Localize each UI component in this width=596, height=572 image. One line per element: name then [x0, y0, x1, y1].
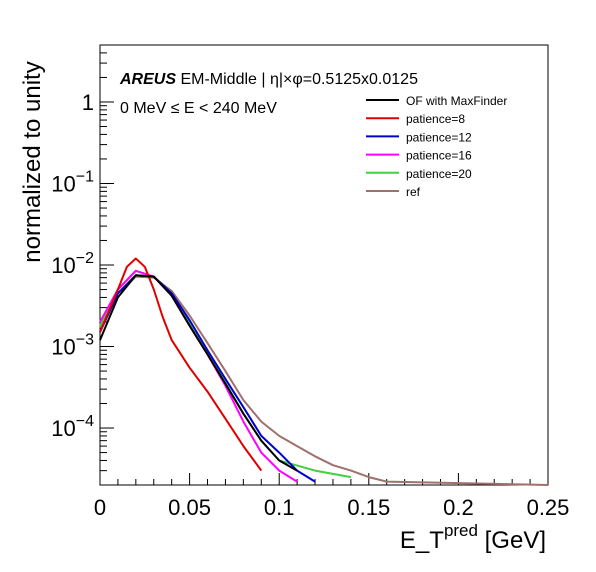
legend-label: patience=8 — [406, 112, 465, 126]
legend-label: ref — [406, 185, 421, 199]
y-axis-title: normalized to unity — [19, 61, 46, 262]
y-tick-label: 10−3 — [51, 332, 94, 360]
series-line — [99, 269, 298, 483]
series-line — [99, 269, 352, 479]
legend-label: OF with MaxFinder — [406, 94, 507, 108]
x-tick-label: 0.05 — [168, 495, 211, 520]
x-tick-label: 0.1 — [264, 495, 295, 520]
x-tick-label: 0.25 — [527, 495, 570, 520]
series-line — [99, 274, 316, 483]
x-tick-label: 0.2 — [443, 495, 474, 520]
legend-label: patience=12 — [406, 130, 472, 144]
y-tick-label: 1 — [82, 90, 94, 115]
y-tick-label: 10−2 — [51, 250, 94, 278]
annotation-title-text: EM-Middle | η|×φ=0.5125x0.0125 — [176, 71, 418, 88]
legend-label: patience=20 — [406, 167, 472, 181]
x-tick-label: 0.15 — [347, 495, 390, 520]
x-axis-title-sup: pred — [444, 521, 478, 540]
series-line — [99, 275, 549, 486]
series-line — [99, 257, 263, 472]
annotation-brand: AREUS — [119, 71, 176, 88]
annotation-range: 0 MeV ≤ E < 240 MeV — [120, 100, 277, 117]
x-axis-title-unit: [GeV] — [478, 527, 546, 554]
x-tick-label: 0 — [94, 495, 106, 520]
legend-label: patience=16 — [406, 149, 472, 163]
y-tick-label: 10−1 — [51, 168, 94, 196]
x-axis-title: E_Tpred [GeV] — [400, 521, 546, 554]
series-line — [99, 274, 298, 472]
annotation-title: AREUS EM-Middle | η|×φ=0.5125x0.0125 — [119, 71, 418, 88]
x-axis-title-main: E_T — [400, 527, 444, 554]
y-tick-label: 10−4 — [51, 413, 94, 441]
